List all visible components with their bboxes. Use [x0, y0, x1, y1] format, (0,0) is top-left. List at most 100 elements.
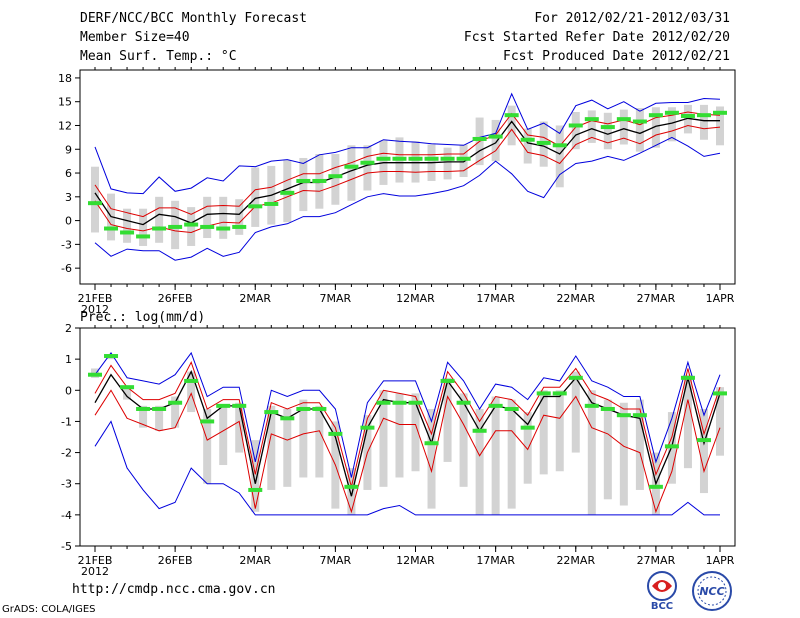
variable-label: Mean Surf. Temp.: °C: [80, 49, 237, 64]
spread-box-2: [123, 387, 132, 400]
x-tick-label: 27MAR: [637, 292, 676, 305]
spread-box-25: [491, 119, 500, 162]
spread-box-34: [635, 108, 644, 152]
spread-box-27: [523, 128, 532, 164]
forecast-bar-35: [648, 113, 663, 118]
spread-box-8: [219, 196, 228, 239]
forecast-bar-31: [584, 403, 599, 408]
spread-box-23: [459, 393, 468, 487]
y-tick-label: 1: [65, 353, 72, 366]
spread-box-14: [315, 405, 324, 478]
spread-box-22: [443, 147, 452, 180]
forecast-bar-22: [440, 378, 455, 383]
forecast-bar-21: [424, 441, 439, 446]
forecast-bar-1: [104, 226, 119, 231]
ncc-logo-text: NCC: [699, 585, 724, 598]
spread-box-7: [203, 196, 212, 239]
spread-box-24: [475, 408, 484, 515]
lower-inner-line: [94, 389, 721, 514]
y-tick-label: -2: [61, 447, 72, 460]
forecast-bar-8: [216, 403, 231, 408]
forecast-bar-15: [328, 174, 343, 179]
forecast-bar-16: [344, 484, 359, 489]
x-tick-label: 7MAR: [320, 554, 352, 567]
forecast-bar-39: [713, 110, 727, 115]
forecast-bar-11: [264, 201, 279, 206]
forecast-bar-36: [664, 110, 679, 115]
spread-box-19: [395, 393, 404, 478]
spread-box-26: [507, 105, 516, 146]
forecast-bar-7: [200, 419, 215, 424]
x-tick-label: 12MAR: [396, 292, 435, 305]
forecast-bar-32: [600, 406, 615, 411]
spread-box-3: [139, 208, 148, 246]
spread-box-3: [139, 405, 148, 428]
y-tick-label: -4: [61, 509, 72, 522]
spread-box-35: [651, 107, 660, 148]
forecast-bar-6: [184, 222, 199, 227]
y-tick-label: 18: [58, 72, 72, 85]
forecast-bar-33: [616, 117, 631, 122]
spread-box-32: [603, 112, 612, 150]
forecast-bar-24: [472, 136, 487, 141]
forecast-bar-33: [616, 413, 631, 418]
forecast-bar-24: [472, 428, 487, 433]
bcc-logo-text: BCC: [651, 601, 673, 610]
spread-box-0: [91, 166, 99, 233]
forecast-bar-26: [504, 406, 519, 411]
forecast-bar-8: [216, 226, 231, 231]
ensemble-mean-line: [94, 369, 721, 497]
forecast-bar-28: [536, 140, 551, 145]
forecast-bar-17: [360, 160, 375, 165]
ensemble-mean-line: [94, 117, 720, 226]
forecast-bar-37: [680, 375, 695, 380]
forecast-bar-13: [296, 178, 311, 183]
forecast-bar-10: [248, 204, 263, 209]
forecast-bar-29: [552, 391, 567, 396]
forecast-bar-35: [648, 484, 663, 489]
forecast-bar-38: [696, 113, 711, 118]
y-tick-label: -3: [61, 478, 72, 491]
forecast-bar-18: [376, 400, 391, 405]
forecast-bar-9: [232, 224, 247, 229]
y-tick-label: -3: [61, 238, 72, 251]
plot-frame: [79, 69, 736, 285]
y-tick-label: -6: [61, 262, 72, 275]
forecast-bar-19: [392, 156, 407, 161]
spread-box-39: [716, 387, 724, 456]
forecast-period: For 2012/02/21-2012/03/31: [534, 11, 730, 26]
forecast-bar-25: [488, 134, 503, 139]
forecast-bar-5: [168, 400, 183, 405]
forecast-bar-7: [200, 224, 215, 229]
forecast-bar-3: [136, 234, 151, 239]
x-tick-label: 26FEB: [158, 554, 193, 567]
spread-box-21: [427, 408, 436, 509]
spread-box-28: [539, 390, 548, 475]
x-tick-label: 2MAR: [239, 292, 271, 305]
upper-outer-line: [94, 351, 721, 478]
spread-box-16: [347, 145, 356, 201]
forecast-bar-25: [488, 403, 503, 408]
spread-box-12: [283, 408, 292, 487]
spread-box-31: [587, 110, 596, 143]
spread-box-17: [363, 145, 372, 191]
lower-outer-line: [94, 420, 720, 516]
spread-box-4: [155, 405, 164, 431]
x-tick-label: 27MAR: [637, 554, 676, 567]
y-tick-label: 15: [58, 96, 72, 109]
bcc-logo: BCC: [647, 571, 677, 610]
y-tick-label: -5: [61, 540, 72, 553]
forecast-bar-20: [408, 156, 423, 161]
forecast-bar-16: [344, 164, 359, 169]
x-tick-label: 12MAR: [396, 554, 435, 567]
x-tick-label: 21FEB: [78, 292, 113, 305]
spread-box-4: [155, 196, 164, 243]
forecast-bar-4: [152, 406, 167, 411]
source-url[interactable]: http://cmdp.ncc.cma.gov.cn: [72, 582, 276, 597]
spread-box-9: [235, 199, 244, 235]
forecast-bar-30: [568, 123, 583, 128]
spread-box-20: [411, 141, 420, 183]
x-tick-year-label: 2012: [81, 565, 109, 578]
forecast-bar-4: [152, 226, 167, 231]
